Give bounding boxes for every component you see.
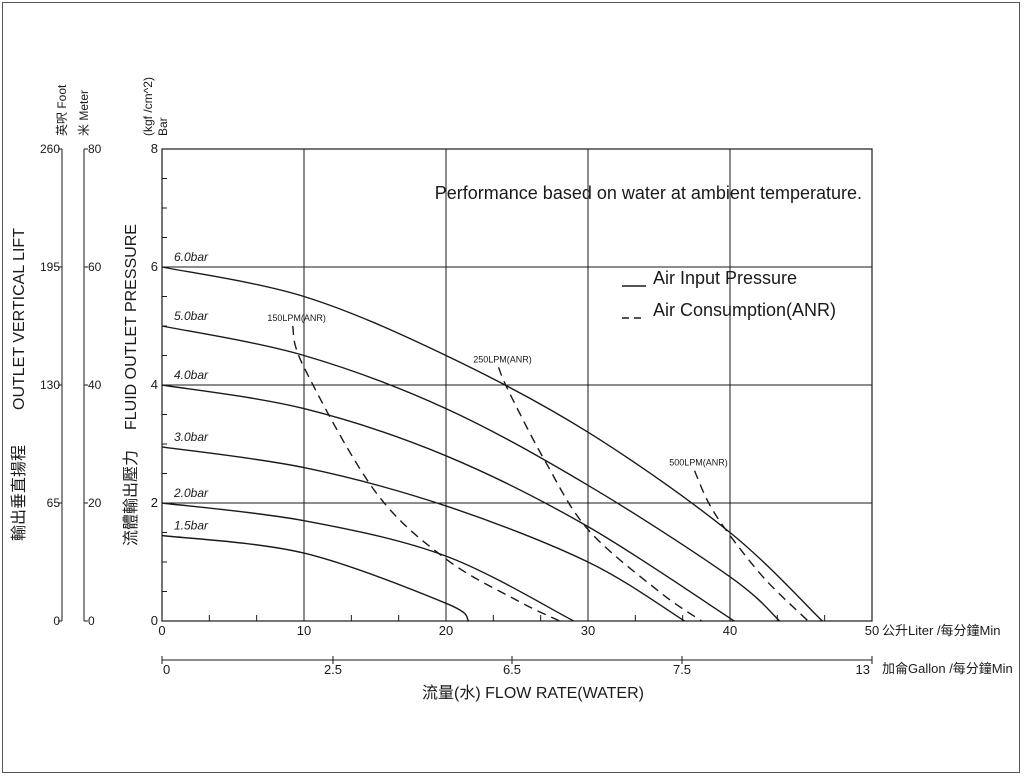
- foot-tick-label: 195: [40, 260, 60, 274]
- x-tick-label: 20: [439, 623, 453, 638]
- air-consumption-curve: [291, 325, 560, 622]
- air-pressure-curve: [161, 502, 575, 622]
- lift-axis-label: OUTLET VERTICAL LIFT: [11, 228, 28, 410]
- meter-tick-label: 20: [88, 496, 102, 510]
- legend-dashed-label: Air Consumption(ANR): [653, 300, 836, 320]
- foot-tick-label: 260: [40, 142, 60, 156]
- foot-unit-label: 英呎 Foot: [55, 84, 69, 136]
- x-axis-label: 流量(水) FLOW RATE(WATER): [422, 684, 644, 702]
- gallon-tick-label: 6.5: [503, 662, 521, 677]
- air-pressure-curve: [161, 325, 781, 622]
- gallon-tick-label: 13: [856, 662, 870, 677]
- legend-solid-label: Air Input Pressure: [653, 268, 797, 288]
- chart-title: Performance based on water at ambient te…: [435, 183, 862, 203]
- consumption-curve-label: 150LPM(ANR): [267, 313, 326, 323]
- x-tick-label: 50: [865, 623, 879, 638]
- meter-tick-label: 0: [88, 614, 95, 628]
- meter-tick-label: 60: [88, 260, 102, 274]
- pressure-unit-label-1: (kgf /cm^2): [141, 77, 155, 136]
- air-consumption-curve: [693, 470, 809, 622]
- meter-tick-label: 80: [88, 142, 102, 156]
- pressure-tick-label: 0: [151, 613, 158, 628]
- pressure-curve-label: 2.0bar: [173, 486, 209, 500]
- pressure-curve-label: 3.0bar: [174, 430, 209, 444]
- air-pressure-curve: [161, 534, 470, 622]
- meter-unit-label: 米 Meter: [77, 90, 91, 136]
- consumption-curve-label: 250LPM(ANR): [473, 354, 532, 364]
- pressure-tick-label: 2: [151, 495, 158, 510]
- meter-tick-label: 40: [88, 378, 102, 392]
- pressure-tick-label: 4: [151, 377, 158, 392]
- foot-tick-label: 65: [47, 496, 61, 510]
- air-pressure-curve: [161, 266, 823, 622]
- foot-tick-label: 130: [40, 378, 60, 392]
- x-tick-label: 10: [297, 623, 311, 638]
- pressure-tick-label: 8: [151, 141, 158, 156]
- pressure-tick-label: 6: [151, 259, 158, 274]
- pressure-curve-label: 4.0bar: [174, 368, 209, 382]
- gallon-tick-label: 0: [163, 662, 170, 677]
- air-pressure-curve: [161, 446, 685, 622]
- pressure-unit-label-2: Bar: [156, 117, 170, 136]
- pressure-curve-label: 6.0bar: [174, 250, 209, 264]
- pressure-curve-label: 1.5bar: [174, 518, 209, 532]
- pressure-axis-label-cn: 流體輸出壓力: [122, 450, 140, 546]
- x-tick-label: 30: [581, 623, 595, 638]
- gallon-tick-label: 7.5: [673, 662, 691, 677]
- lift-axis-label-cn: 輸出垂直揚程: [10, 445, 28, 541]
- x-tick-label: 0: [158, 623, 165, 638]
- x-unit-primary: 公升Liter /每分鐘Min: [882, 623, 1000, 638]
- pressure-curve-label: 5.0bar: [174, 309, 209, 323]
- x-tick-label: 40: [723, 623, 737, 638]
- foot-tick-label: 0: [53, 614, 60, 628]
- x-unit-secondary: 加侖Gallon /每分鐘Min: [882, 661, 1013, 676]
- consumption-curve-label: 500LPM(ANR): [669, 458, 728, 468]
- air-pressure-curve: [161, 384, 735, 622]
- gallon-tick-label: 2.5: [324, 662, 342, 677]
- pressure-axis-label: FLUID OUTLET PRESSURE: [123, 224, 140, 430]
